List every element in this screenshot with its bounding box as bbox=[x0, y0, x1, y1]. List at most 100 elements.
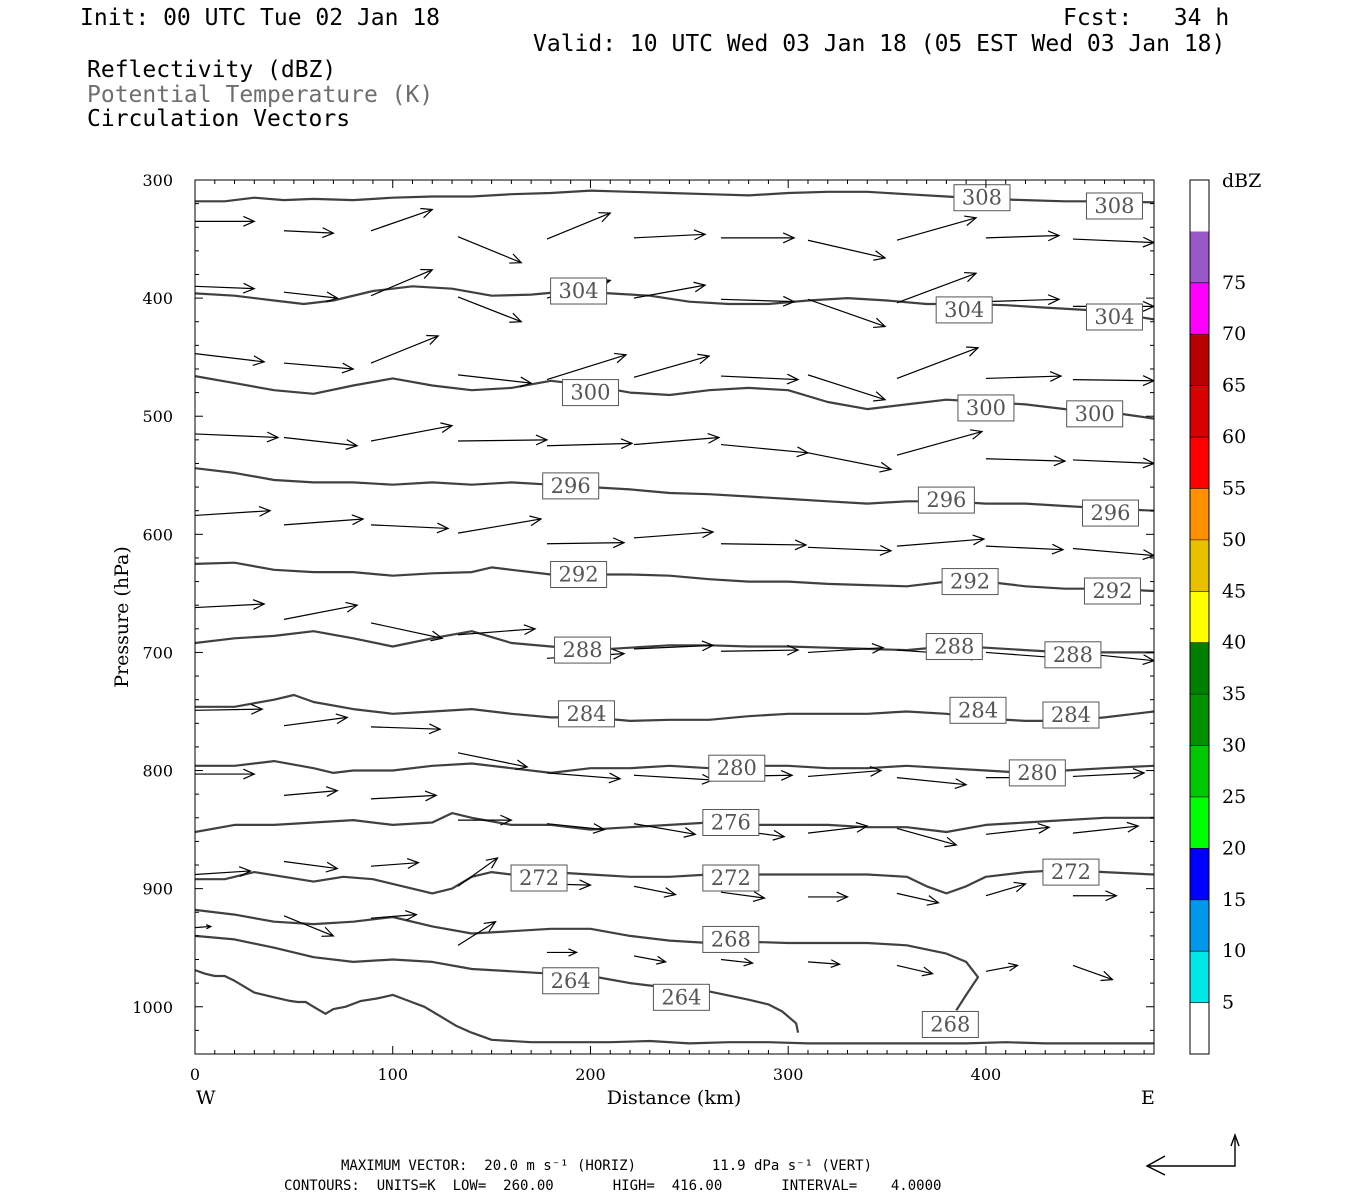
circulation-vector bbox=[720, 443, 810, 458]
contour-label: 292 bbox=[550, 560, 608, 588]
circulation-vector bbox=[720, 539, 808, 551]
vector-shaft bbox=[807, 647, 884, 654]
vector-arrowhead bbox=[345, 439, 359, 450]
vector-arrowhead bbox=[836, 891, 849, 903]
vector-arrowhead bbox=[1100, 970, 1114, 982]
vector-shaft bbox=[457, 439, 547, 442]
vector-shaft bbox=[896, 272, 977, 304]
vector-arrowhead bbox=[954, 778, 968, 790]
circulation-vector bbox=[633, 281, 707, 299]
colorbar-level-label: 50 bbox=[1222, 529, 1246, 551]
contour-label-box bbox=[925, 633, 983, 661]
vector-shaft bbox=[370, 208, 433, 232]
vector-shaft bbox=[633, 233, 706, 239]
vector-shaft bbox=[370, 425, 453, 442]
vector-arrowhead bbox=[420, 207, 434, 219]
vector-arrowhead bbox=[782, 232, 796, 244]
circulation-vector bbox=[985, 370, 1063, 382]
circulation-vector bbox=[370, 207, 434, 232]
circulation-vector bbox=[985, 962, 1020, 972]
contour-label: 288 bbox=[925, 633, 983, 661]
colorbar-swatch bbox=[1190, 848, 1209, 900]
vector-shaft bbox=[546, 442, 633, 447]
circulation-vector bbox=[370, 723, 442, 735]
x-axis-label: Distance (km) bbox=[607, 1087, 742, 1109]
circulation-vector bbox=[985, 823, 1051, 835]
theta-contour-268 bbox=[195, 908, 980, 1011]
vector-arrowhead bbox=[855, 821, 869, 833]
circulation-vector bbox=[457, 814, 513, 826]
vector-shaft bbox=[633, 774, 714, 781]
contour-label-box bbox=[702, 925, 760, 953]
circulation-vector bbox=[370, 422, 454, 442]
circulation-vector bbox=[807, 821, 869, 834]
circulation-vector bbox=[633, 432, 721, 446]
circulation-vector bbox=[985, 543, 1065, 555]
contour-label-text: 292 bbox=[950, 570, 990, 594]
vector-arrowhead bbox=[1047, 230, 1061, 242]
circulation-vector bbox=[457, 434, 549, 446]
theta-contour-296 bbox=[195, 467, 1154, 512]
contour-label-text: 300 bbox=[570, 381, 610, 405]
circulation-vector bbox=[896, 429, 984, 456]
contour-label: 284 bbox=[558, 700, 616, 728]
vector-shaft bbox=[195, 285, 255, 290]
contour-label-text: 292 bbox=[1092, 579, 1132, 603]
contour-label-box bbox=[558, 700, 616, 728]
contour-label-box bbox=[1083, 577, 1141, 605]
vector-arrowhead bbox=[786, 373, 800, 385]
vector-arrowhead bbox=[1037, 823, 1051, 834]
vector-arrowhead bbox=[921, 966, 934, 977]
vector-shaft bbox=[457, 857, 498, 887]
vector-arrowhead bbox=[608, 772, 622, 784]
contour-label-text: 300 bbox=[1075, 402, 1115, 426]
forecast-hour: Fcst: 34 h bbox=[1063, 5, 1230, 31]
colorbar-swatch bbox=[1190, 180, 1209, 232]
y-axis-label: Pressure (hPa) bbox=[111, 546, 133, 688]
contour-label: 296 bbox=[1081, 499, 1139, 527]
vector-arrowhead bbox=[568, 948, 579, 957]
vector-shaft bbox=[985, 298, 1060, 303]
theta-contour-280 bbox=[195, 759, 1154, 775]
vector-arrowhead bbox=[772, 829, 786, 841]
contour-label: 272 bbox=[510, 864, 568, 892]
colorbar-swatch bbox=[1190, 282, 1209, 335]
vector-shaft bbox=[633, 885, 676, 896]
contour-label-box bbox=[550, 277, 608, 305]
vector-shaft bbox=[457, 374, 532, 384]
circulation-vector bbox=[546, 212, 612, 240]
circulation-vector bbox=[370, 522, 450, 534]
contour-label-text: 284 bbox=[1051, 703, 1091, 727]
contour-label-text: 280 bbox=[717, 756, 757, 780]
circulation-vector bbox=[807, 239, 887, 261]
circulation-vector bbox=[720, 232, 796, 244]
circulation-vector bbox=[633, 229, 707, 241]
contour-label-box bbox=[702, 864, 760, 892]
theta-contour-276 bbox=[195, 811, 1154, 834]
contour-label: 264 bbox=[542, 967, 600, 995]
vector-shaft bbox=[546, 212, 611, 240]
vector-shaft bbox=[370, 862, 419, 867]
vector-arrowhead bbox=[345, 601, 359, 613]
contour-label: 300 bbox=[561, 379, 619, 407]
circulation-vector bbox=[457, 296, 523, 323]
vector-shaft bbox=[195, 510, 271, 517]
vector-arrowhead bbox=[404, 910, 418, 921]
circulation-vector bbox=[896, 346, 980, 379]
theta-contour-260 bbox=[195, 969, 1154, 1045]
vector-arrowhead bbox=[620, 438, 634, 450]
max-vector-note: MAXIMUM VECTOR: 20.0 m s⁻¹ (HORIZ) 11.9 … bbox=[341, 1158, 873, 1174]
colorbar-title: dBZ bbox=[1222, 170, 1261, 192]
circulation-vector bbox=[457, 515, 543, 534]
vector-arrowhead bbox=[693, 229, 707, 241]
circulation-vector bbox=[1072, 821, 1140, 834]
contour-label: 268 bbox=[702, 925, 760, 953]
circulation-vector bbox=[633, 823, 697, 838]
vector-arrowhead bbox=[964, 271, 978, 283]
circulation-vector bbox=[720, 644, 800, 656]
contour-label-box bbox=[652, 983, 710, 1011]
vector-shaft bbox=[807, 769, 882, 778]
contour-label-text: 288 bbox=[934, 635, 974, 659]
vector-arrowhead bbox=[252, 355, 266, 367]
contour-label: 284 bbox=[949, 696, 1007, 724]
